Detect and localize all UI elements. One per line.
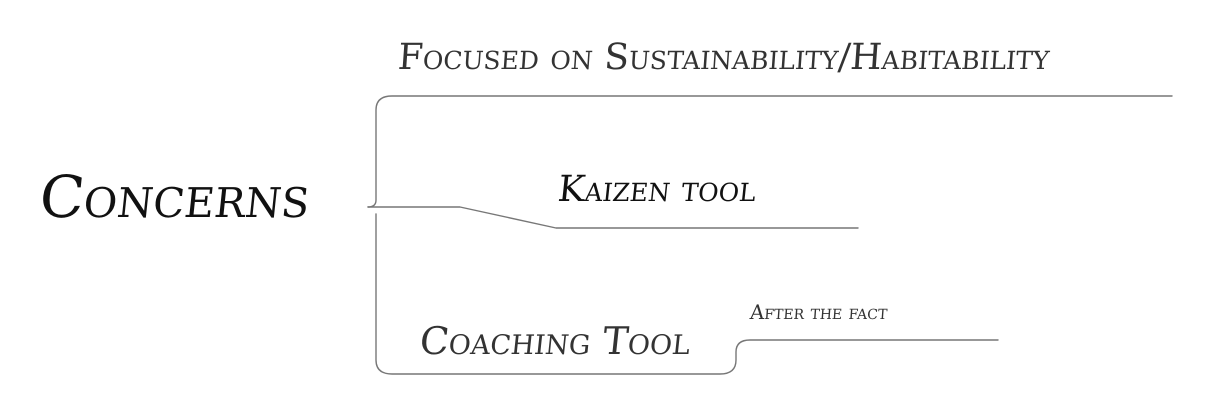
kaizen-connector [367, 206, 859, 229]
branch-node-coaching-tool[interactable]: Coaching Tool [417, 319, 693, 363]
branch-node-sustainability[interactable]: Focused on Sustainability/Habitability [396, 37, 1051, 78]
root-node-concerns[interactable]: Concerns [36, 163, 314, 231]
subbranch-node-after-the-fact[interactable]: After the fact [749, 300, 889, 324]
branch-node-kaizen-tool[interactable]: Kaizen tool [555, 169, 759, 210]
root-bracket-lower-connector [375, 213, 999, 375]
root-bracket-connector [367, 95, 1173, 208]
